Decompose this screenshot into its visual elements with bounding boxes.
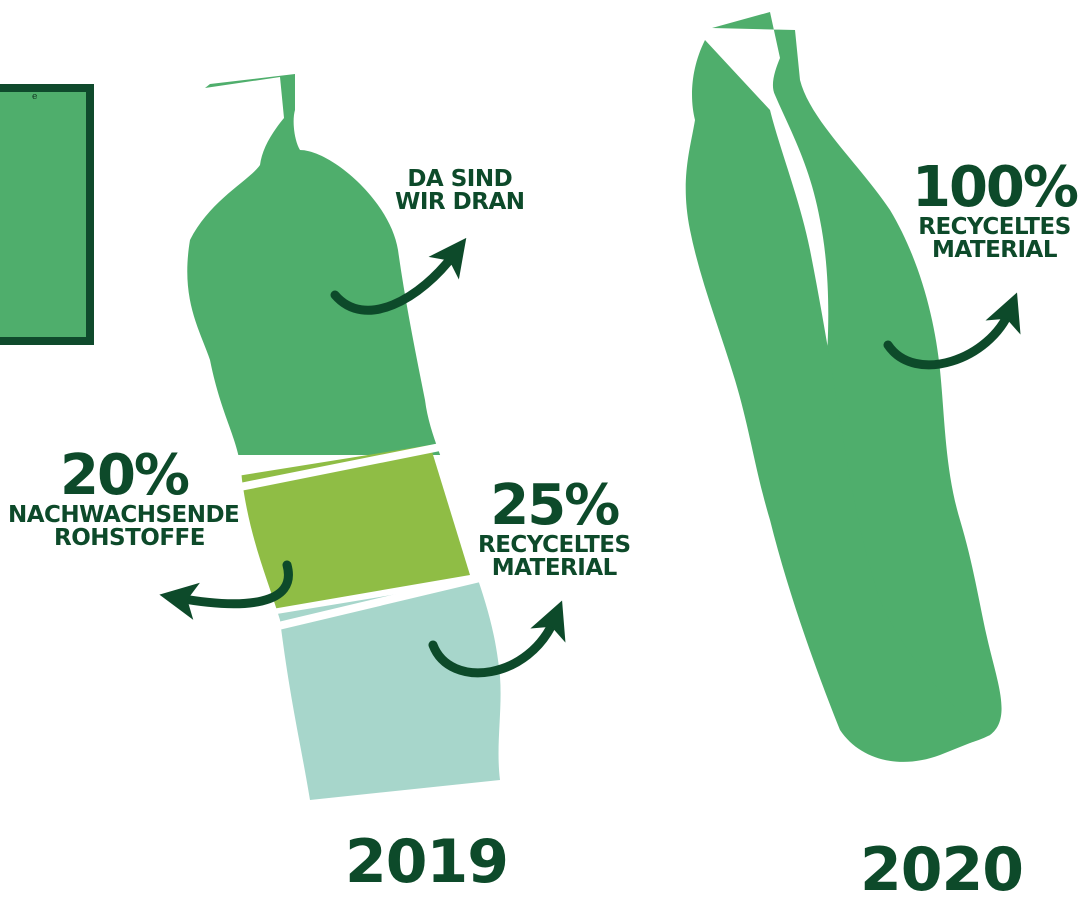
arrow-da-sind — [330, 237, 467, 315]
info-box — [0, 84, 94, 345]
label-renewable-line1: NACHWACHSENDE — [8, 502, 240, 528]
label-recycled-2019-percent: 25% — [490, 473, 620, 538]
label-renewable: 20% NACHWACHSENDE ROHSTOFFE — [8, 443, 240, 551]
label-renewable-line2: ROHSTOFFE — [54, 525, 205, 551]
info-box-text: e — [32, 92, 38, 102]
arrow-25-percent — [428, 600, 566, 678]
label-da-sind-line1: DA SIND — [407, 166, 513, 192]
label-recycled-2020-line2: MATERIAL — [931, 237, 1058, 263]
label-renewable-percent: 20% — [60, 443, 190, 508]
label-recycled-2020: 100% RECYCELTES MATERIAL — [912, 155, 1079, 263]
label-recycled-2020-percent: 100% — [912, 155, 1079, 220]
label-da-sind-line2: WIR DRAN — [395, 189, 525, 215]
bottle-2020 — [712, 12, 1002, 747]
arrow-20-percent — [159, 560, 293, 620]
label-recycled-2019: 25% RECYCELTES MATERIAL — [478, 478, 631, 580]
label-recycled-2020-line1: RECYCELTES — [918, 214, 1071, 240]
bottle-2019-band-main — [187, 74, 501, 455]
bottle-2019-separator-bottom — [269, 574, 481, 632]
arrow-100-percent — [883, 292, 1021, 370]
bottle-2019-separator-top — [239, 443, 441, 491]
label-recycled-2019-line2: MATERIAL — [491, 555, 618, 581]
label-recycled-2019-line1: RECYCELTES — [478, 532, 631, 558]
bottle-2020-silhouette — [685, 40, 990, 762]
year-2019: 2019 — [345, 827, 509, 897]
label-da-sind: DA SIND WIR DRAN — [395, 168, 525, 214]
year-2020: 2020 — [860, 835, 1024, 905]
